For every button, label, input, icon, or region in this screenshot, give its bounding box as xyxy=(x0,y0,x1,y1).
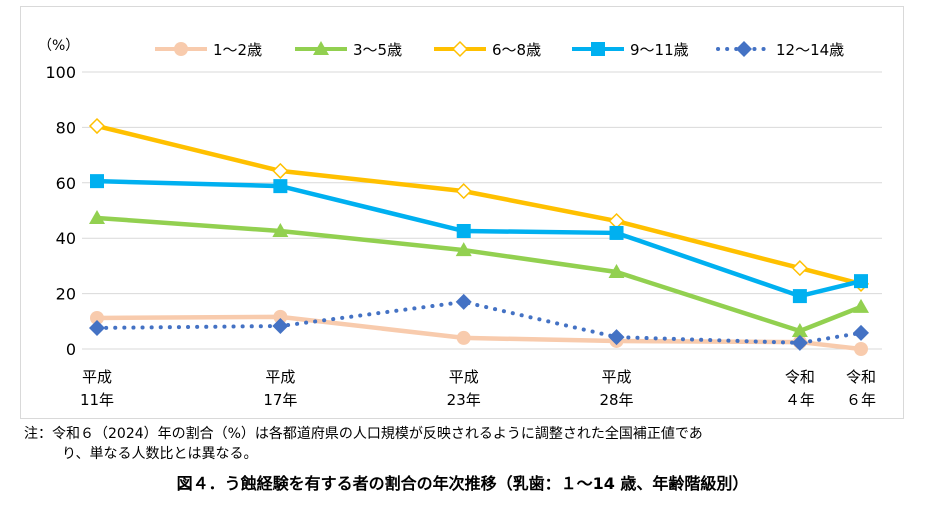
data-point-marker xyxy=(456,223,471,238)
data-point-marker xyxy=(854,274,868,289)
y-axis-unit: （%） xyxy=(38,38,79,54)
footnote-line-1: 注：令和６（2024）年の割合（%）は各都道府県の人口規模が反映されるように調整… xyxy=(24,426,703,442)
data-point-marker xyxy=(853,324,869,341)
legend-marker xyxy=(174,42,188,56)
legend-marker xyxy=(451,40,469,58)
x-tick-label-era: 平成 xyxy=(449,368,479,386)
data-point-marker xyxy=(455,242,472,257)
data-point-marker xyxy=(791,322,808,337)
x-tick-label-year: ６年 xyxy=(846,391,876,409)
data-point-marker xyxy=(88,117,106,135)
data-point-marker xyxy=(609,225,624,240)
data-point-marker xyxy=(89,319,105,336)
y-tick-label: 60 xyxy=(56,174,76,193)
series-line-3 xyxy=(96,178,862,299)
legend-label: 6～8歳 xyxy=(492,41,541,59)
data-point-marker xyxy=(272,318,289,335)
data-point-marker xyxy=(90,310,104,325)
data-point-marker xyxy=(792,289,807,304)
legend-label: 3～5歳 xyxy=(353,41,402,59)
data-point-marker xyxy=(273,179,288,194)
y-tick-label: 0 xyxy=(66,340,76,359)
x-tick-label-year: ４年 xyxy=(785,391,815,409)
legend-marker xyxy=(591,42,605,56)
y-tick-label: 20 xyxy=(56,285,76,304)
x-tick-label-year: 17年 xyxy=(263,391,297,409)
legend-label: 9～11歳 xyxy=(630,41,689,59)
legend-marker xyxy=(736,41,752,57)
data-point-marker xyxy=(456,330,471,345)
data-point-marker xyxy=(608,212,625,230)
data-point-marker xyxy=(455,183,472,200)
legend-marker xyxy=(313,41,329,55)
chart-title: 図４．う蝕経験を有する者の割合の年次推移（乳歯：１～14 歳、年齢階級別） xyxy=(176,474,749,493)
x-tick-label-era: 令和 xyxy=(846,368,876,386)
x-tick-label-era: 平成 xyxy=(602,368,632,386)
legend-label: 12～14歳 xyxy=(776,41,844,59)
x-tick-label-era: 令和 xyxy=(785,368,815,386)
data-point-marker xyxy=(608,329,625,346)
y-tick-label: 80 xyxy=(56,118,76,137)
chart-frame xyxy=(20,6,904,419)
data-point-marker xyxy=(272,162,289,179)
series-line-1 xyxy=(96,215,862,334)
data-point-marker xyxy=(90,174,104,189)
data-point-marker xyxy=(791,334,808,351)
series-line-2 xyxy=(96,123,862,287)
data-point-marker xyxy=(853,298,869,313)
data-point-marker xyxy=(273,309,288,324)
x-tick-label-era: 平成 xyxy=(265,368,295,386)
line-chart: 0 20 40 60 80 100 （%） 平成 11年 平成 17年 平成 23年 平成 28年 令和 ４年 令… xyxy=(38,38,882,409)
x-tick-label-era: 平成 xyxy=(82,368,112,386)
legend-label: 1～2歳 xyxy=(213,41,262,59)
data-point-marker xyxy=(608,263,625,278)
series-line-4 xyxy=(95,299,863,345)
footnote-line-2: り、単なる人数比とは異なる。 xyxy=(62,446,258,462)
data-point-marker xyxy=(455,293,472,310)
series-line-0 xyxy=(96,314,862,352)
y-tick-label: 100 xyxy=(45,63,76,82)
x-tick-label-year: 28年 xyxy=(599,391,633,409)
x-tick-label-year: 11年 xyxy=(80,391,114,409)
x-tick-label-year: 23年 xyxy=(447,391,481,409)
data-point-marker xyxy=(89,209,105,224)
data-point-marker xyxy=(854,342,868,356)
data-point-marker xyxy=(272,222,289,237)
y-tick-label: 40 xyxy=(56,229,76,248)
data-point-marker xyxy=(791,260,808,277)
